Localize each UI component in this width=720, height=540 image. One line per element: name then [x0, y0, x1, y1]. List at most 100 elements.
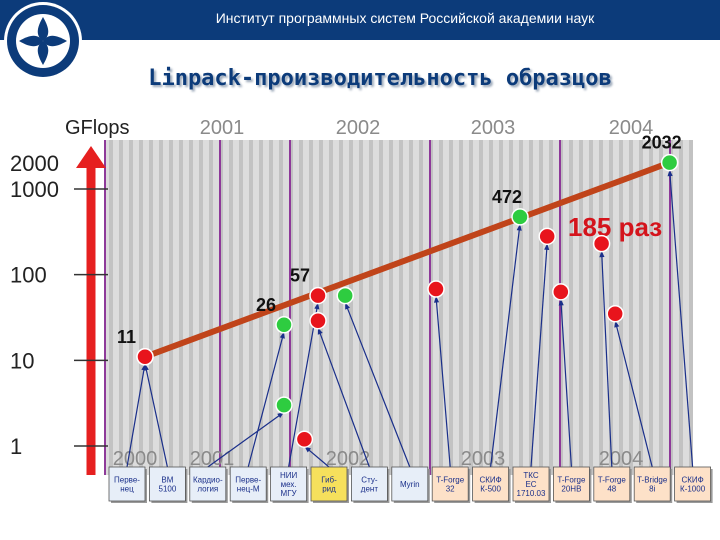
x-tick-label-top: 2004	[609, 117, 654, 139]
connector-line	[207, 411, 285, 468]
sample-label: Перве-	[235, 476, 261, 485]
connector-arrowhead	[544, 243, 550, 251]
background-stripe	[139, 140, 143, 475]
y-axis-label: GFlops	[65, 117, 129, 139]
data-point	[136, 348, 154, 366]
background-stripe	[509, 140, 513, 475]
background-stripe	[389, 140, 393, 475]
trend-line	[143, 159, 671, 360]
connector-line	[669, 169, 694, 468]
label-box	[270, 466, 308, 502]
slide-title: Linpack-производительность образцов	[148, 66, 612, 91]
connector-line	[247, 331, 285, 468]
background-stripe	[499, 140, 503, 475]
background-stripe	[419, 140, 423, 475]
background-stripe	[189, 140, 193, 475]
data-point	[606, 304, 624, 323]
background-stripe	[109, 140, 113, 475]
sample-label: T-Forge	[598, 476, 627, 485]
data-point	[511, 208, 529, 226]
background-stripe	[649, 140, 653, 475]
x-tick-label-bottom: 2004	[599, 448, 644, 470]
background-stripe	[629, 140, 633, 475]
connector-line	[614, 320, 653, 468]
background-stripe	[119, 140, 123, 475]
data-label: 26	[256, 295, 276, 315]
data-point	[538, 227, 556, 246]
data-point	[295, 430, 314, 448]
connector-arrowhead	[599, 250, 605, 258]
x-tick-label-bottom: 2000	[113, 448, 158, 470]
sample-label: СКИФ	[681, 476, 703, 485]
connector-line	[126, 363, 146, 468]
connector-arrowhead	[667, 169, 673, 177]
data-point	[660, 153, 679, 172]
sample-label: нец-М	[237, 484, 260, 493]
data-label: 11	[117, 327, 136, 347]
label-box	[148, 466, 186, 502]
label-box	[674, 466, 711, 502]
sample-label: МГУ	[281, 489, 298, 498]
background-stripe	[249, 140, 253, 475]
data-label: 472	[492, 187, 522, 207]
y-tick-label: 2000	[10, 151, 59, 176]
sample-label: СКИФ	[479, 476, 501, 485]
background-stripe	[129, 140, 133, 475]
sample-label: T-Forge	[436, 476, 465, 485]
background-stripe	[569, 140, 573, 475]
connector-line	[144, 363, 168, 468]
sample-label: К-1000	[680, 484, 706, 493]
label-box	[593, 466, 631, 502]
background-stripe	[479, 140, 483, 475]
background-stripe	[599, 140, 603, 475]
background-stripe	[539, 140, 543, 475]
data-point	[336, 286, 354, 305]
sample-label: мех.	[281, 480, 297, 489]
sample-label: нец	[120, 484, 134, 493]
connector-arrowhead	[345, 302, 350, 310]
x-tick-label-top: 2002	[336, 117, 381, 139]
background-stripe	[309, 140, 313, 475]
label-box	[512, 466, 550, 502]
logo-emblem-icon	[7, 5, 79, 77]
background-stripe	[329, 140, 333, 475]
institute-logo	[4, 2, 82, 80]
y-tick-label: 1000	[10, 177, 59, 202]
sample-label: 5100	[159, 484, 177, 493]
connector-line	[601, 250, 613, 468]
institute-name: Институт программных систем Российской а…	[215, 10, 595, 26]
background-stripe	[659, 140, 663, 475]
data-point	[427, 280, 445, 298]
background-stripe	[349, 140, 353, 475]
background-stripe	[439, 140, 443, 475]
label-box	[350, 466, 388, 502]
header-bar: Институт программных систем Российской а…	[0, 0, 720, 40]
data-label: 2032	[642, 133, 682, 153]
sample-label: ВМ	[161, 476, 173, 485]
background-stripe	[449, 140, 453, 475]
background-stripe	[369, 140, 373, 475]
data-point	[309, 311, 327, 330]
background-stripe	[169, 140, 173, 475]
data-point	[552, 283, 570, 301]
x-tick-label-top: 2001	[200, 117, 245, 139]
background-stripe	[239, 140, 243, 475]
connector-arrowhead	[558, 298, 564, 306]
connector-line	[560, 298, 572, 468]
label-box	[108, 466, 146, 502]
connector-arrowhead	[516, 223, 522, 231]
sample-label: 8i	[649, 484, 655, 493]
connector-line	[344, 302, 411, 468]
background-stripe	[359, 140, 363, 475]
background-stripe	[519, 140, 523, 475]
label-box	[229, 466, 267, 502]
label-box	[633, 466, 671, 502]
background-stripe	[229, 140, 233, 475]
label-box	[391, 466, 429, 502]
background-stripe	[259, 140, 263, 475]
y-axis-arrow-head	[76, 146, 106, 168]
sample-label: Кардио-	[193, 476, 223, 485]
connector-arrowhead	[433, 296, 440, 303]
x-tick-label-bottom: 2003	[461, 448, 506, 470]
